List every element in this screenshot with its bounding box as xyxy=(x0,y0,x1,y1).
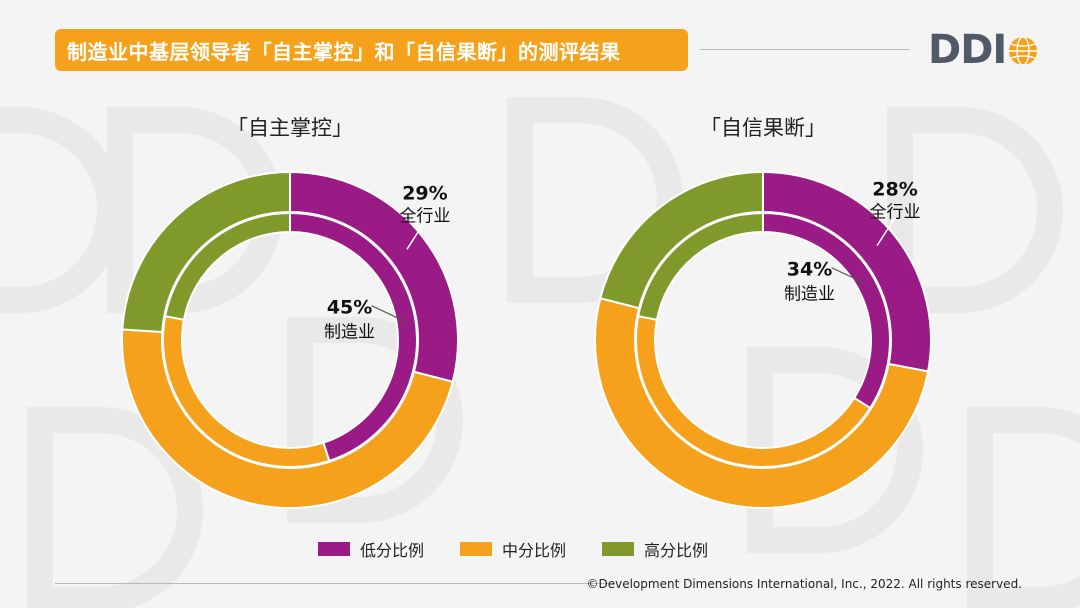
legend-label: 高分比例 xyxy=(644,541,709,560)
chart-title-autonomy: 「自主掌控」 xyxy=(227,116,353,140)
legend-item-mid: 中分比例 xyxy=(460,537,566,561)
callout-label-all-industries: 全行业 xyxy=(399,206,450,226)
donut-chart-decisiveness: 28%全行业 34% 制造业 xyxy=(594,170,932,509)
ddi-logo: DDI xyxy=(928,27,1058,73)
donut-segment-manufacturing-high xyxy=(164,211,291,321)
page-title: 制造业中基层领导者「自主掌控」和「自信果断」的测评结果 xyxy=(67,39,621,64)
legend-swatch xyxy=(460,542,493,556)
legend: 低分比例 中分比例 高分比例 xyxy=(318,534,744,564)
donut-segment-manufacturing-high xyxy=(637,211,764,321)
legend-swatch xyxy=(318,542,350,556)
callout-leader-manufacturing xyxy=(371,305,406,323)
callout-leader-all-industries xyxy=(876,217,896,247)
donut-chart-autonomy: 29%全行业 45% 制造业 xyxy=(121,170,459,509)
legend-label: 中分比例 xyxy=(502,541,567,560)
callout-value-all-industries: 28% xyxy=(872,179,917,201)
callout-leader-manufacturing xyxy=(831,267,866,285)
callout-label-manufacturing: 制造业 xyxy=(784,285,835,305)
legend-item-high: 高分比例 xyxy=(602,537,708,561)
chart-title-decisiveness: 「自信果断」 xyxy=(700,116,826,140)
callout-value-manufacturing: 45% xyxy=(327,297,372,319)
legend-swatch xyxy=(602,542,635,556)
copyright-text: ©Development Dimensions International, I… xyxy=(586,577,1022,591)
legend-item-low: 低分比例 xyxy=(318,537,424,561)
globe-icon xyxy=(1009,36,1038,66)
legend-label: 低分比例 xyxy=(360,541,425,560)
callout-value-manufacturing: 34% xyxy=(787,259,832,281)
callout-label-manufacturing: 制造业 xyxy=(324,323,375,343)
footer-divider xyxy=(55,583,615,584)
callout-label-all-industries: 全行业 xyxy=(870,203,921,223)
logo-text: DDI xyxy=(928,27,1007,73)
title-bar: 制造业中基层领导者「自主掌控」和「自信果断」的测评结果 xyxy=(55,29,688,71)
callout-leader-all-industries xyxy=(406,220,426,250)
callout-value-all-industries: 29% xyxy=(402,182,447,204)
donut-segment-all-industries-high xyxy=(599,170,764,310)
title-divider xyxy=(700,49,910,50)
